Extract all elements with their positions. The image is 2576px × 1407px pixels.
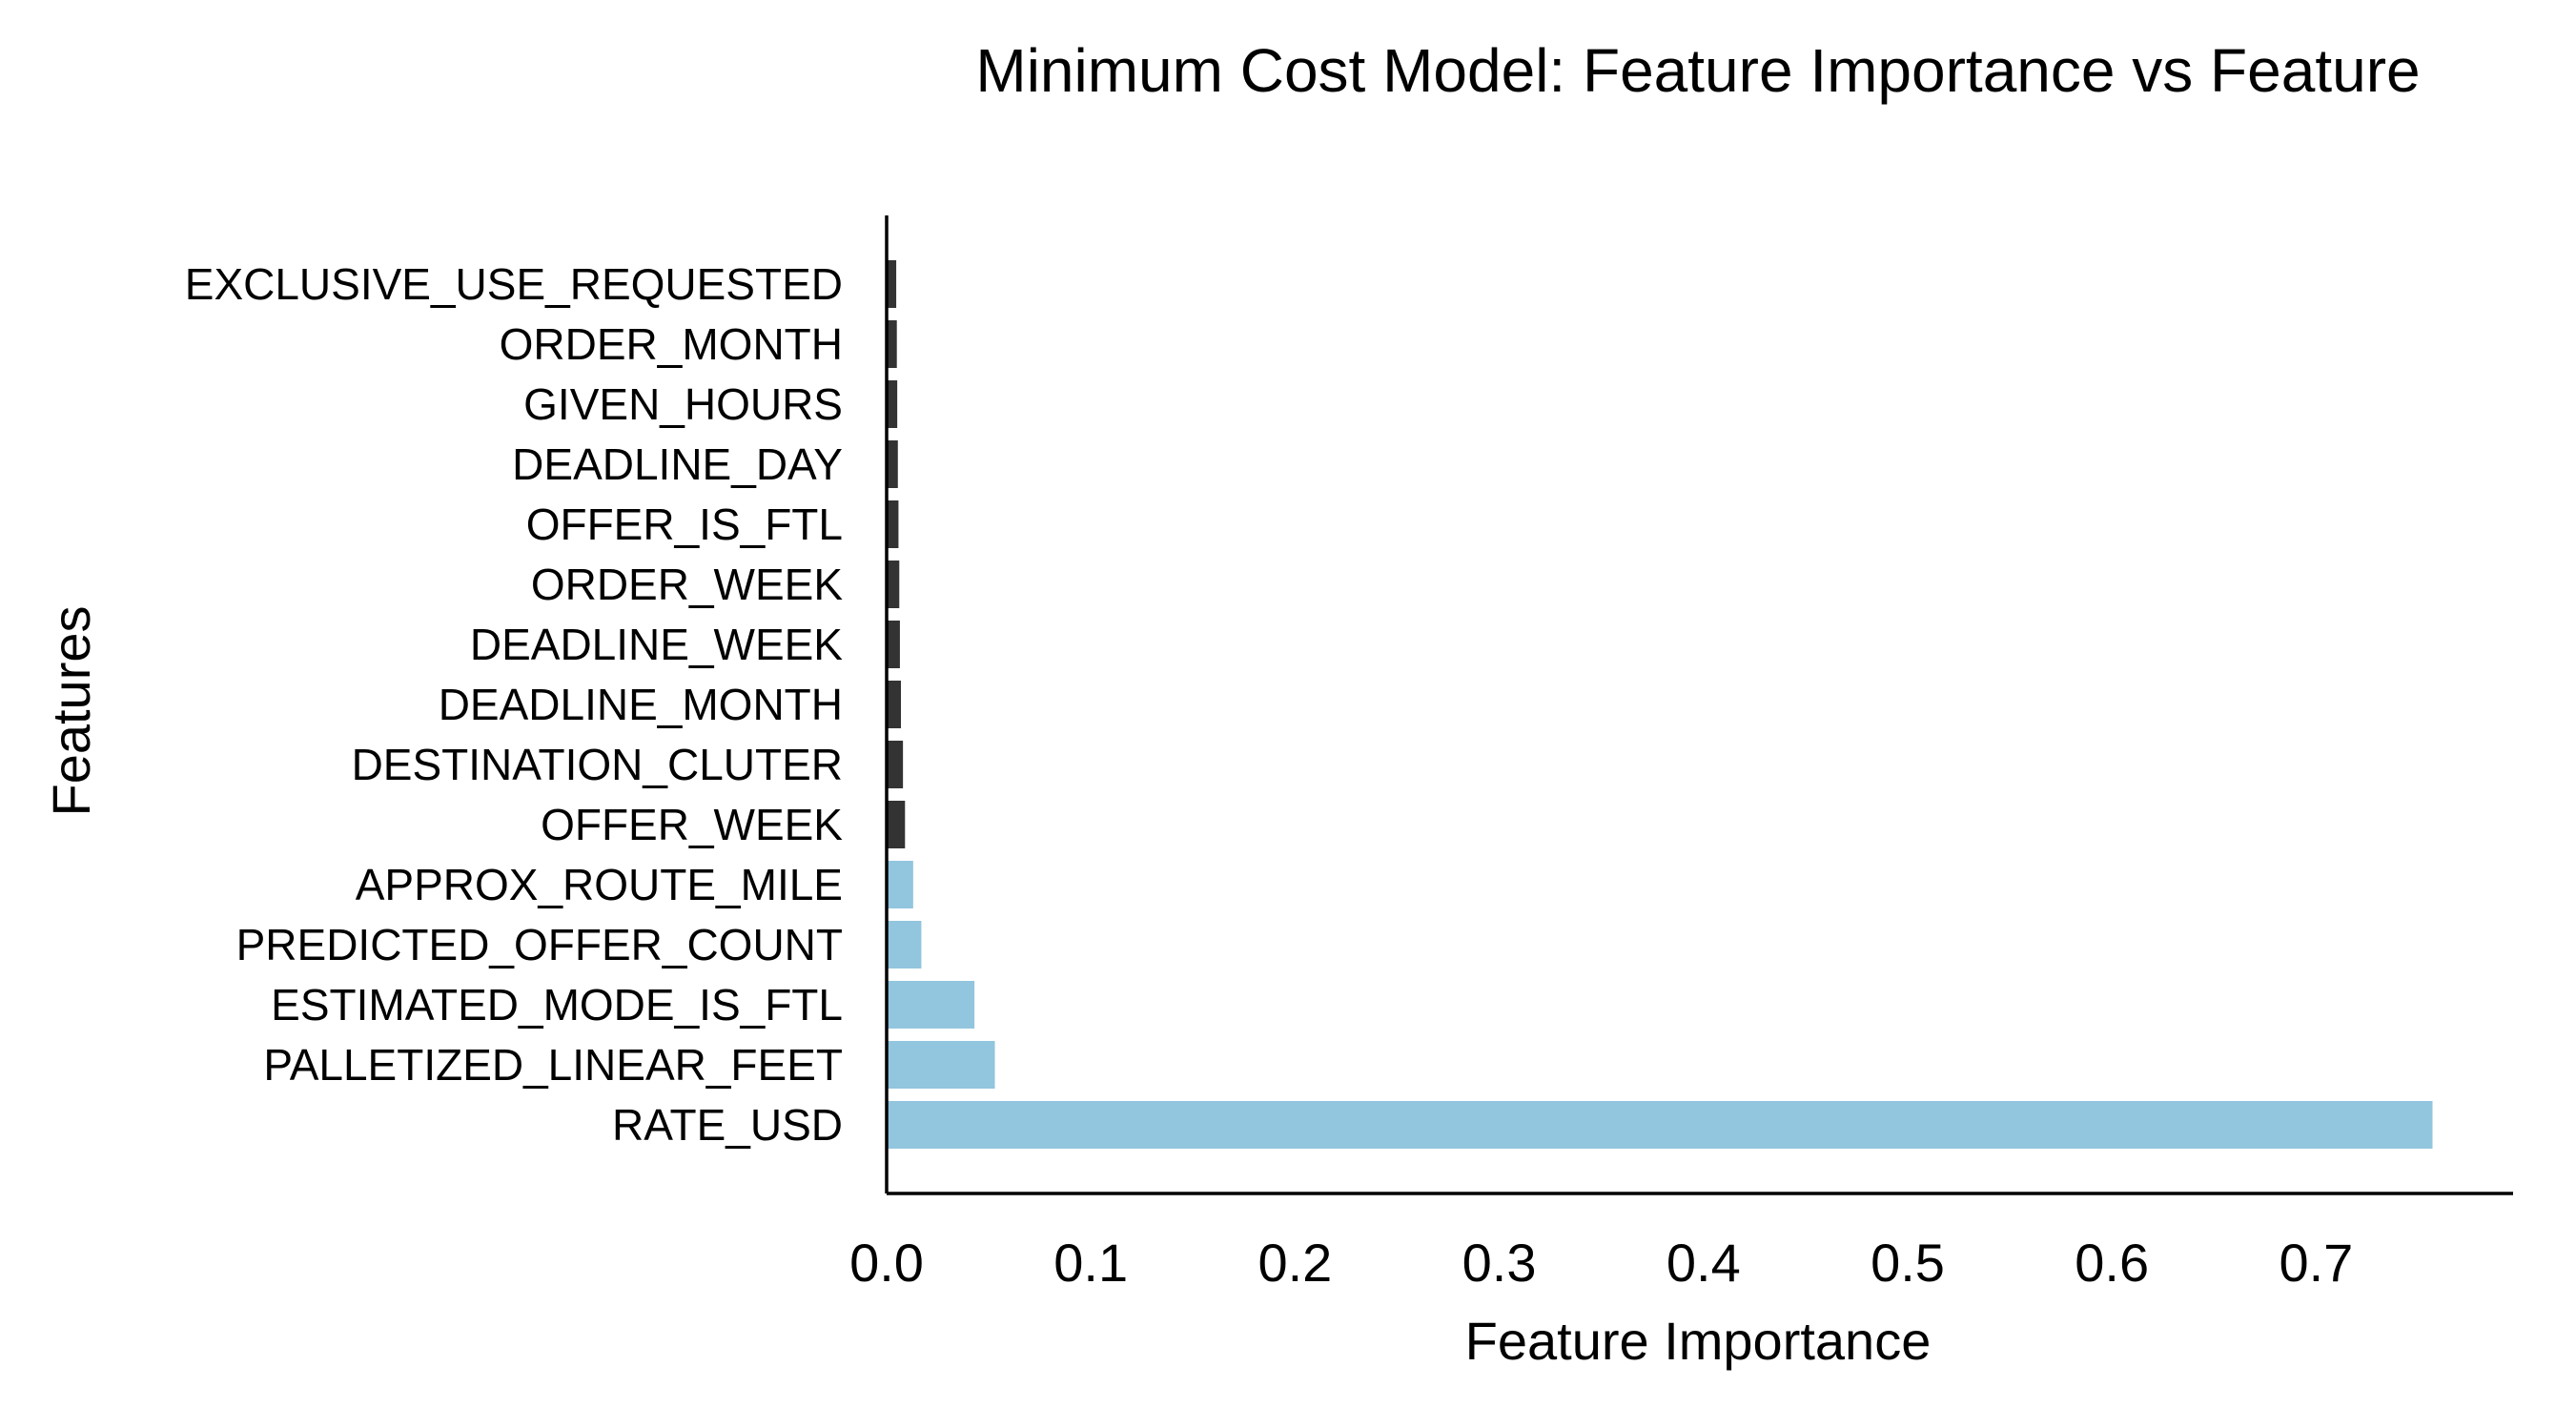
x-tick-label: 0.6 <box>2075 1233 2149 1293</box>
y-tick-label: APPROX_ROUTE_MILE <box>356 860 843 909</box>
y-tick-label: DEADLINE_WEEK <box>470 620 843 669</box>
y-axis-label: Features <box>41 606 101 817</box>
y-tick-label: GIVEN_HOURS <box>523 379 843 429</box>
y-tick-label: ORDER_WEEK <box>531 560 843 609</box>
y-tick-label: PALLETIZED_LINEAR_FEET <box>263 1040 843 1090</box>
x-tick-label: 0.1 <box>1053 1233 1128 1293</box>
bar-approx-route-mile <box>887 861 913 908</box>
y-tick-labels: RATE_USD PALLETIZED_LINEAR_FEET ESTIMATED_… <box>185 259 844 1150</box>
chart-title: Minimum Cost Model: Feature Importance v… <box>975 36 2420 105</box>
x-tick-label: 0.2 <box>1257 1233 1332 1293</box>
bar-exclusive-use-requested <box>887 260 897 308</box>
bar-order-month <box>887 320 897 368</box>
bar-offer-is-ftl <box>887 500 899 548</box>
y-tick-label: EXCLUSIVE_USE_REQUESTED <box>185 259 843 309</box>
bar-palletized-linear-feet <box>887 1041 995 1089</box>
bar-given-hours <box>887 380 898 428</box>
bar-deadline-day <box>887 440 898 488</box>
y-tick-label: RATE_USD <box>612 1100 843 1150</box>
bar-offer-week <box>887 801 906 848</box>
x-tick-label: 0.0 <box>849 1233 924 1293</box>
y-tick-label: DEADLINE_DAY <box>512 439 843 489</box>
y-tick-label: DEADLINE_MONTH <box>439 680 843 729</box>
bars-group <box>887 260 2433 1149</box>
y-tick-label: DESTINATION_CLUTER <box>352 740 843 789</box>
bar-rate-usd <box>887 1101 2433 1149</box>
bar-destination-cluter <box>887 741 904 788</box>
x-tick-labels: 0.0 0.1 0.2 0.3 0.4 0.5 0.6 0.7 <box>849 1233 2353 1293</box>
y-tick-label: ORDER_MONTH <box>500 319 843 369</box>
x-tick-label: 0.7 <box>2279 1233 2353 1293</box>
x-tick-label: 0.3 <box>1462 1233 1537 1293</box>
y-tick-label: ESTIMATED_MODE_IS_FTL <box>271 980 843 1030</box>
bar-deadline-month <box>887 681 901 728</box>
bar-order-week <box>887 561 900 608</box>
x-tick-label: 0.4 <box>1666 1233 1741 1293</box>
x-axis-label: Feature Importance <box>1465 1311 1932 1371</box>
bar-predicted-offer-count <box>887 921 922 969</box>
bar-estimated-mode-is-ftl <box>887 981 975 1029</box>
x-tick-label: 0.5 <box>1871 1233 1945 1293</box>
y-tick-label: OFFER_IS_FTL <box>526 500 843 549</box>
y-tick-label: PREDICTED_OFFER_COUNT <box>236 920 843 969</box>
y-tick-label: OFFER_WEEK <box>541 800 843 849</box>
bar-deadline-week <box>887 621 900 668</box>
